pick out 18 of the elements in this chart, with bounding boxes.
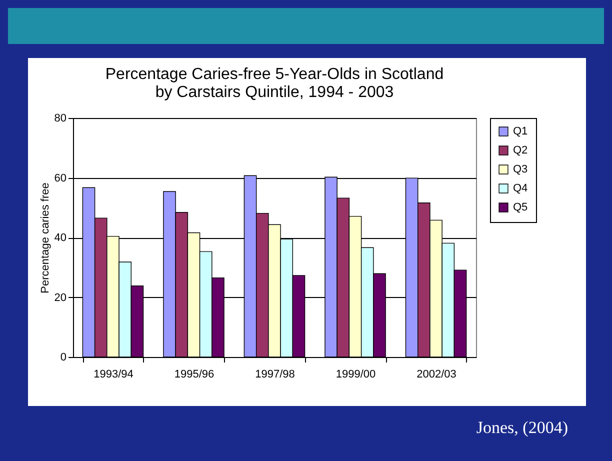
legend-label: Q4	[513, 182, 528, 194]
x-tick-label: 1993/94	[94, 368, 134, 380]
x-tick-label: 1997/98	[255, 368, 295, 380]
y-tick-label: 20	[54, 292, 66, 304]
legend-label: Q3	[513, 164, 528, 176]
chart-title: Percentage Caries-free 5-Year-Olds in Scotland by Carstairs Quintile, 1994 - 2003	[105, 66, 444, 101]
x-tick-label: 1995/96	[174, 368, 214, 380]
legend-label: Q5	[513, 202, 528, 214]
text: Jones, (2004)	[476, 418, 568, 438]
y-tick-label: 60	[54, 172, 66, 184]
legend-label: Q1	[513, 126, 528, 138]
legend-label: Q2	[513, 144, 528, 156]
y-tick-label: 80	[54, 112, 66, 124]
y-axis-title: Percentage caries free	[39, 182, 52, 294]
x-tick-label: 2002/03	[416, 368, 456, 380]
y-tick-label: 0	[60, 352, 66, 364]
x-tick-label: 1999/00	[336, 368, 376, 380]
y-tick-label: 40	[54, 232, 66, 244]
